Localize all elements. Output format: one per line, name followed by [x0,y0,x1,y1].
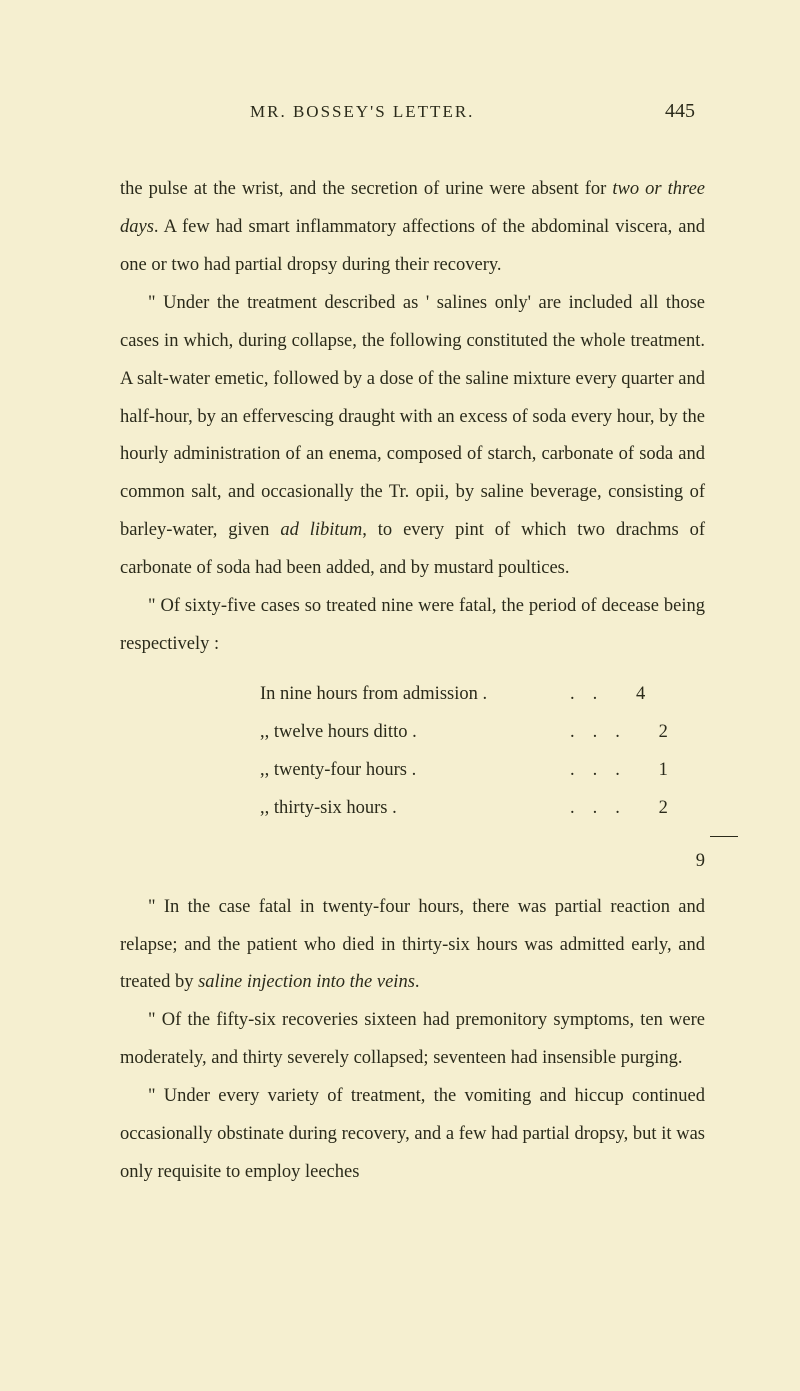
total-rule [710,836,738,837]
paragraph-2: " Under the treatment described as ' sal… [120,285,705,588]
table-value: 2 [638,714,668,752]
table-dots: .. [570,676,615,714]
table-value: 2 [638,790,668,828]
page-number: 445 [665,100,695,123]
table-row: ,, twenty-four hours . ... 1 [260,752,705,790]
paragraph-6: " Under every variety of treatment, the … [120,1078,705,1192]
table-dots: ... [570,752,638,790]
spacer [260,843,677,881]
text-run: . [415,972,420,992]
page-header: MR. BOSSEY'S LETTER. 445 [120,100,705,123]
paragraph-5: " Of the fifty-six recoveries sixteen ha… [120,1002,705,1078]
text-run: " Under the treatment described as ' sal… [120,293,705,541]
table-label: In nine hours from admission . [260,676,570,714]
table-dots: ... [570,790,638,828]
text-run: . A few had smart inflammatory affection… [120,217,705,275]
table-label: ,, thirty-six hours . [260,790,570,828]
paragraph-1: the pulse at the wrist, and the secretio… [120,171,705,285]
body-text: the pulse at the wrist, and the secretio… [120,171,705,1192]
table-row: In nine hours from admission . .. 4 [260,676,705,714]
table-row: ,, twelve hours ditto . ... 2 [260,714,705,752]
table-dots: ... [570,714,638,752]
italic-text: ad libitum [280,520,362,540]
text-run: " Of the fifty-six recoveries sixteen ha… [120,1010,705,1068]
text-run: " Under every variety of treatment, the … [120,1086,705,1182]
table-value: 4 [615,676,645,714]
table-value: 1 [638,752,668,790]
document-page: MR. BOSSEY'S LETTER. 445 the pulse at th… [0,0,800,1252]
text-run: " Of sixty-five cases so treated nine we… [120,596,705,654]
total-row: 9 [260,843,705,881]
table-row: ,, thirty-six hours . ... 2 [260,790,705,828]
paragraph-3: " Of sixty-five cases so treated nine we… [120,588,705,664]
text-run: the pulse at the wrist, and the secretio… [120,179,612,199]
italic-text: saline injection into the veins [198,972,415,992]
data-table: In nine hours from admission . .. 4 ,, t… [120,676,705,881]
running-title: MR. BOSSEY'S LETTER. [250,102,474,122]
paragraph-4: " In the case fatal in twenty-four hours… [120,889,705,1003]
table-label: ,, twelve hours ditto . [260,714,570,752]
total-value: 9 [677,843,705,881]
table-label: ,, twenty-four hours . [260,752,570,790]
